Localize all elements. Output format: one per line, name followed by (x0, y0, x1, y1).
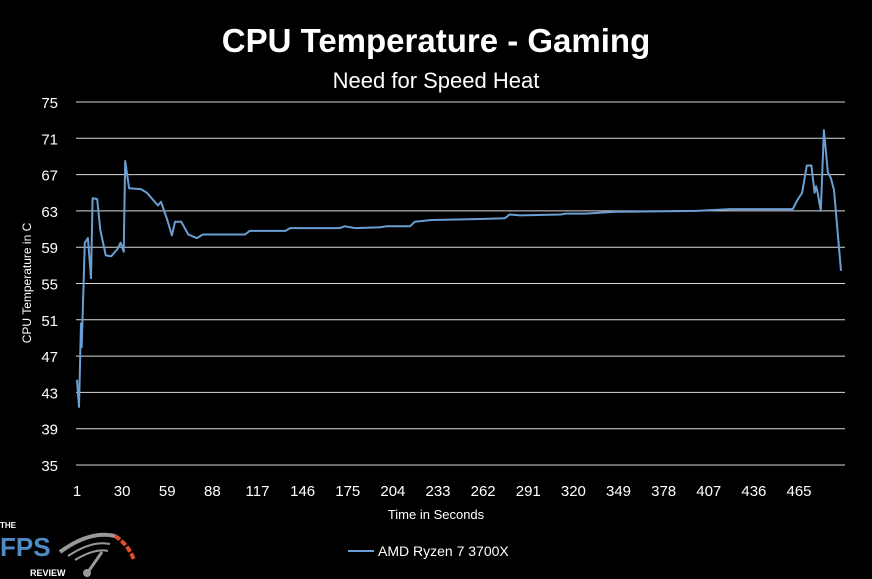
logo-text-bottom: REVIEW (30, 568, 66, 578)
logo-text-top: THE (0, 521, 17, 530)
legend-label: AMD Ryzen 7 3700X (378, 543, 509, 559)
x-tick-label: 1 (73, 483, 81, 500)
x-tick-label: 30 (114, 483, 131, 500)
x-tick-label: 436 (741, 483, 766, 500)
x-tick-label: 465 (786, 483, 811, 500)
y-tick-label: 71 (41, 131, 58, 148)
chart-title: CPU Temperature - Gaming (221, 22, 651, 59)
chart-subtitle: Need for Speed Heat (332, 68, 540, 93)
logo-text-main: FPS (0, 532, 51, 562)
fps-review-logo: THE FPS REVIEW (0, 521, 136, 578)
x-tick-label: 378 (651, 483, 676, 500)
legend-swatch (348, 550, 374, 552)
x-tick-label: 175 (335, 483, 360, 500)
x-tick-label: 146 (290, 483, 315, 500)
x-axis-label: Time in Seconds (387, 507, 485, 522)
y-tick-label: 39 (41, 422, 58, 439)
y-tick-label: 75 (41, 95, 58, 112)
x-tick-label: 233 (425, 483, 450, 500)
y-tick-label: 67 (41, 168, 58, 185)
x-tick-label: 88 (204, 483, 221, 500)
y-tick-label: 47 (41, 349, 58, 366)
y-tick-label: 51 (41, 313, 58, 330)
y-tick-label: 63 (41, 204, 58, 221)
series-line (76, 129, 842, 408)
legend: AMD Ryzen 7 3700X (348, 543, 509, 559)
x-tick-label: 291 (516, 483, 541, 500)
x-tick-label: 204 (380, 483, 405, 500)
x-tick-label: 262 (471, 483, 496, 500)
x-tick-label: 320 (561, 483, 586, 500)
x-tick-label: 117 (246, 483, 270, 500)
x-tick-label: 407 (696, 483, 721, 500)
x-tick-label: 349 (606, 483, 631, 500)
y-tick-label: 35 (41, 458, 58, 475)
y-tick-label: 43 (41, 385, 58, 402)
y-tick-label: 55 (41, 277, 58, 294)
x-tick-label: 59 (159, 483, 176, 500)
y-tick-label: 59 (41, 240, 58, 257)
